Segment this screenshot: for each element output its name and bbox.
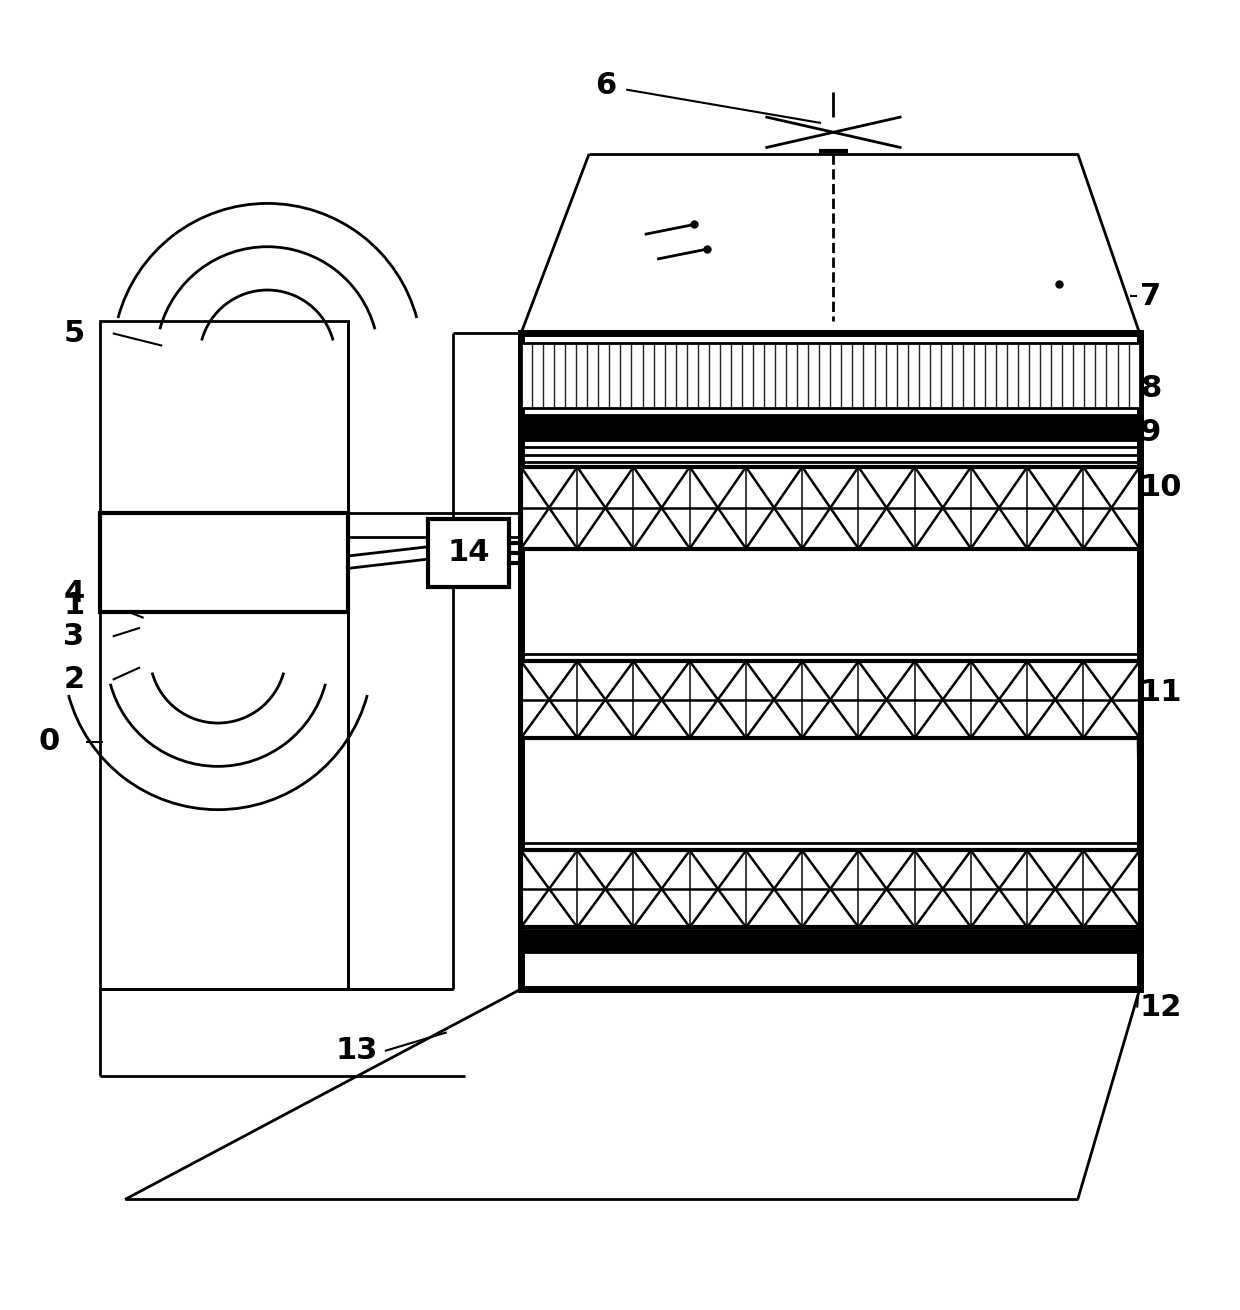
Bar (521, 850, 1140, 927)
Text: 0: 0 (38, 727, 60, 756)
Bar (100, 512, 347, 612)
Bar (521, 343, 1140, 407)
Bar (521, 415, 1140, 440)
Text: 2: 2 (63, 665, 84, 694)
Bar (521, 466, 1140, 549)
Text: 5: 5 (63, 318, 84, 348)
Bar (521, 662, 1140, 738)
Bar (521, 930, 1140, 952)
Bar (100, 321, 347, 989)
Text: 1: 1 (63, 591, 84, 620)
Text: 3: 3 (63, 622, 84, 651)
Text: 6: 6 (595, 71, 616, 101)
Text: 8: 8 (1140, 375, 1161, 403)
Text: 4: 4 (63, 579, 84, 608)
Text: 11: 11 (1140, 677, 1182, 706)
Text: 9: 9 (1140, 418, 1161, 447)
Text: 12: 12 (1140, 993, 1182, 1022)
Text: 7: 7 (1140, 282, 1161, 310)
Bar (521, 333, 1140, 989)
Text: 14: 14 (448, 538, 490, 567)
Text: 13: 13 (336, 1036, 378, 1065)
Text: 10: 10 (1140, 473, 1182, 503)
Bar (428, 519, 508, 587)
